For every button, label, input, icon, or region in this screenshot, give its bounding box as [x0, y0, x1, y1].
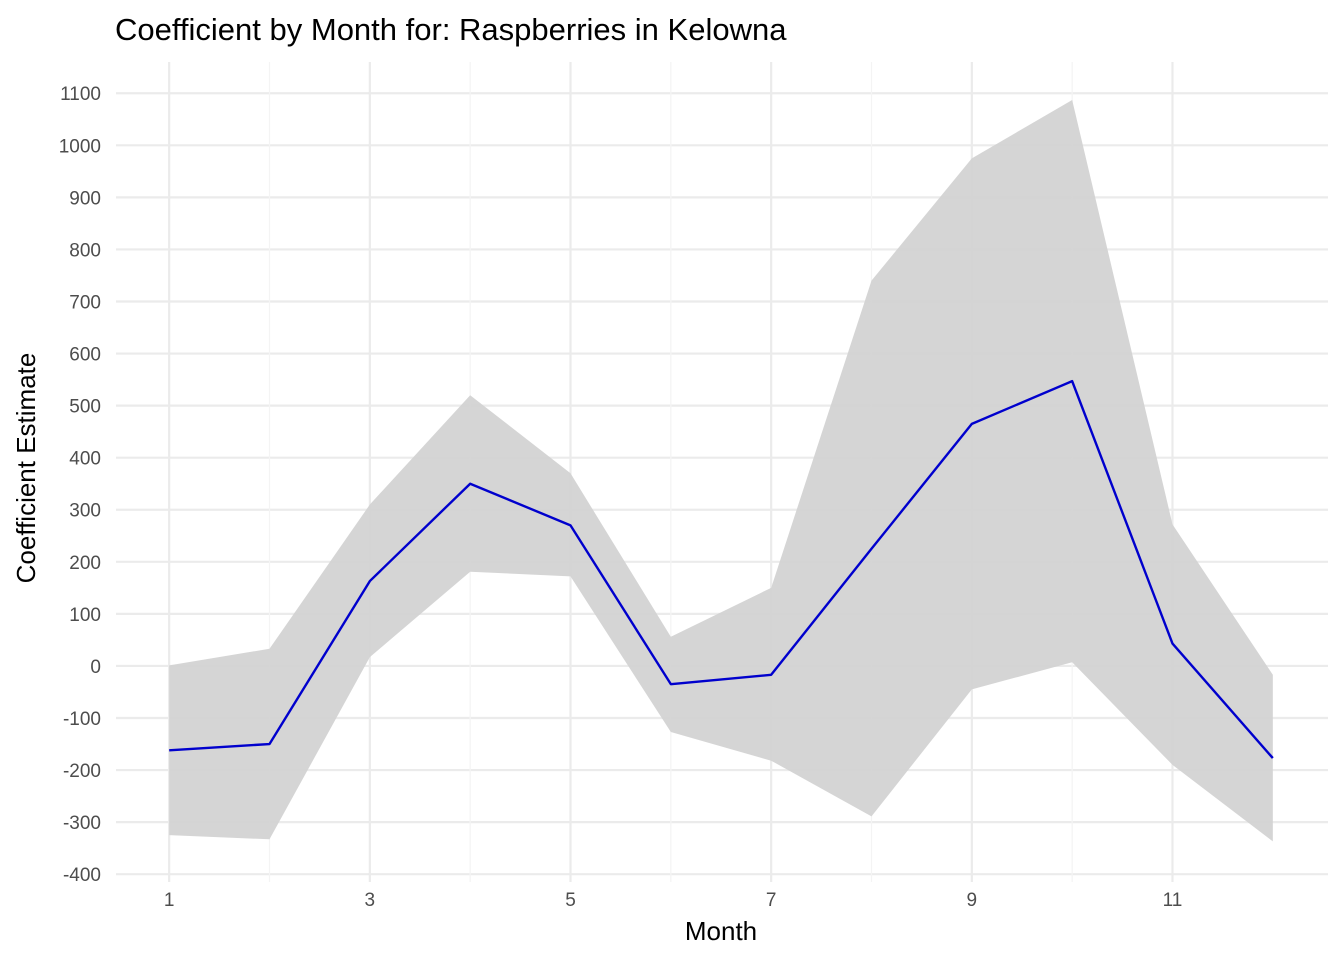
y-tick-label: 100	[69, 605, 101, 626]
chart-title: Coefficient by Month for: Raspberries in…	[115, 12, 787, 47]
x-tick-label: 5	[565, 890, 576, 911]
y-tick-label: 200	[69, 553, 101, 574]
y-tick-label: 800	[69, 240, 101, 261]
y-tick-label: 500	[69, 397, 101, 418]
y-tick-label: -100	[63, 709, 101, 730]
y-tick-label: -200	[63, 761, 101, 782]
line-layer	[169, 379, 1274, 759]
y-tick-label: -400	[63, 865, 101, 886]
confidence-ribbon-layer	[169, 100, 1273, 842]
x-tick-label: 11	[1163, 890, 1183, 911]
y-tick-label: 600	[69, 345, 101, 366]
x-tick-label: 3	[365, 890, 376, 911]
y-tick-label: 700	[69, 292, 101, 313]
y-tick-label: -300	[63, 813, 101, 834]
y-tick-label: 0	[90, 657, 101, 678]
x-tick-label: 7	[766, 890, 777, 911]
x-axis-ticks: 1 3 5 7 9 11	[164, 890, 1182, 911]
x-axis-title: Month	[685, 916, 757, 946]
y-tick-label: 1000	[59, 136, 101, 157]
y-axis-title: Coefficient Estimate	[11, 353, 41, 584]
y-tick-label: 300	[69, 501, 101, 522]
coefficient-line	[169, 379, 1274, 759]
points-layer	[169, 381, 1273, 759]
y-tick-label: 400	[69, 449, 101, 470]
x-tick-label: 1	[164, 890, 175, 911]
x-tick-label: 9	[967, 890, 978, 911]
y-axis-ticks: -400 -300 -200 -100 0 100 200 300 400 500 600 700 80…	[59, 84, 101, 886]
y-tick-label: 1100	[60, 84, 101, 105]
confidence-ribbon	[169, 100, 1273, 842]
y-tick-label: 900	[69, 188, 101, 209]
